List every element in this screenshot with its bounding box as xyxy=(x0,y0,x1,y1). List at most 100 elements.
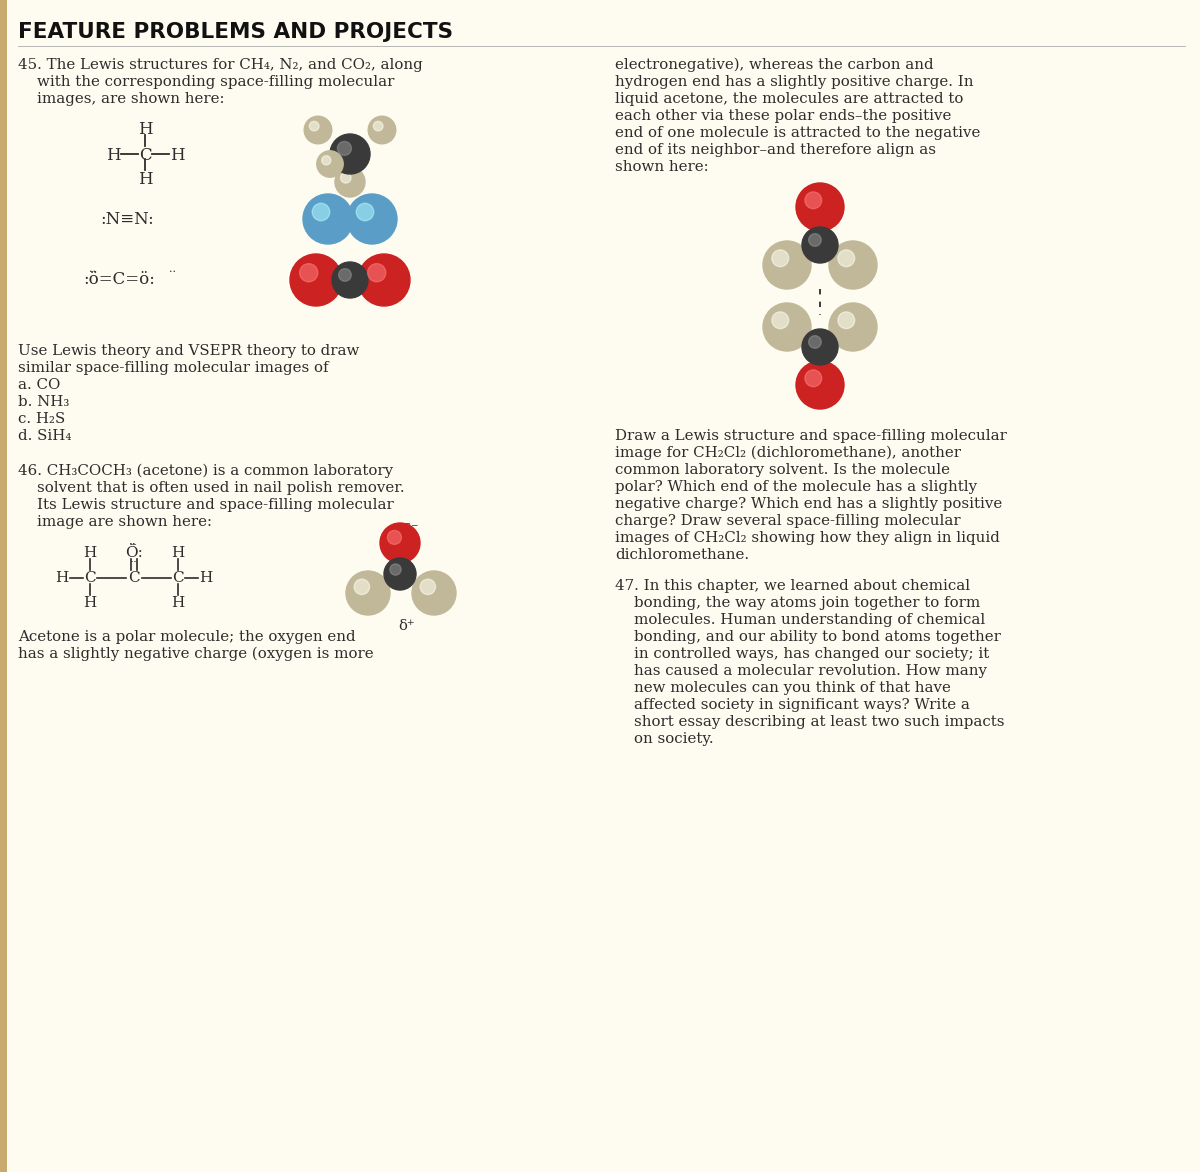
Circle shape xyxy=(838,250,854,267)
Circle shape xyxy=(772,250,788,267)
Text: hydrogen end has a slightly positive charge. In: hydrogen end has a slightly positive cha… xyxy=(616,75,973,89)
Text: charge? Draw several space-filling molecular: charge? Draw several space-filling molec… xyxy=(616,515,961,529)
Text: H: H xyxy=(83,546,97,560)
Circle shape xyxy=(380,523,420,563)
Text: 46. CH₃COCH₃ (acetone) is a common laboratory: 46. CH₃COCH₃ (acetone) is a common labor… xyxy=(18,464,394,478)
Circle shape xyxy=(310,122,319,131)
Circle shape xyxy=(330,134,370,173)
Text: new molecules can you think of that have: new molecules can you think of that have xyxy=(616,681,950,695)
Text: Draw a Lewis structure and space-filling molecular: Draw a Lewis structure and space-filling… xyxy=(616,429,1007,443)
Text: Use Lewis theory and VSEPR theory to draw: Use Lewis theory and VSEPR theory to dra… xyxy=(18,345,359,357)
Text: affected society in significant ways? Write a: affected society in significant ways? Wr… xyxy=(616,699,970,713)
Text: liquid acetone, the molecules are attracted to: liquid acetone, the molecules are attrac… xyxy=(616,91,964,105)
Text: electronegative), whereas the carbon and: electronegative), whereas the carbon and xyxy=(616,57,934,73)
Text: common laboratory solvent. Is the molecule: common laboratory solvent. Is the molecu… xyxy=(616,463,950,477)
Text: H: H xyxy=(83,597,97,609)
Text: solvent that is often used in nail polish remover.: solvent that is often used in nail polis… xyxy=(18,481,404,495)
Text: each other via these polar ends–the positive: each other via these polar ends–the posi… xyxy=(616,109,952,123)
Text: C: C xyxy=(172,571,184,585)
Text: has a slightly negative charge (oxygen is more: has a slightly negative charge (oxygen i… xyxy=(18,647,373,661)
Text: b. NH₃: b. NH₃ xyxy=(18,395,70,409)
Text: Acetone is a polar molecule; the oxygen end: Acetone is a polar molecule; the oxygen … xyxy=(18,631,355,643)
Text: H: H xyxy=(55,571,68,585)
Bar xyxy=(0,0,7,1172)
Circle shape xyxy=(829,304,877,350)
Text: bonding, and our ability to bond atoms together: bonding, and our ability to bond atoms t… xyxy=(616,631,1001,643)
Circle shape xyxy=(356,203,373,220)
Text: δ⁻: δ⁻ xyxy=(402,523,419,537)
Text: ··: ·· xyxy=(130,539,138,552)
Circle shape xyxy=(337,142,352,156)
Text: end of one molecule is attracted to the negative: end of one molecule is attracted to the … xyxy=(616,127,980,139)
Text: H: H xyxy=(138,171,152,188)
Text: H: H xyxy=(172,597,185,609)
Text: negative charge? Which end has a slightly positive: negative charge? Which end has a slightl… xyxy=(616,497,1002,511)
Circle shape xyxy=(796,361,844,409)
Text: image for CH₂Cl₂ (dichloromethane), another: image for CH₂Cl₂ (dichloromethane), anot… xyxy=(616,447,961,461)
Circle shape xyxy=(347,195,397,244)
Circle shape xyxy=(358,254,410,306)
Text: H: H xyxy=(199,571,212,585)
Circle shape xyxy=(317,151,343,177)
Text: C: C xyxy=(128,571,140,585)
Circle shape xyxy=(341,172,352,183)
Text: Its Lewis structure and space-filling molecular: Its Lewis structure and space-filling mo… xyxy=(18,498,394,512)
Text: molecules. Human understanding of chemical: molecules. Human understanding of chemic… xyxy=(616,613,985,627)
Circle shape xyxy=(322,156,331,165)
Text: Ö:: Ö: xyxy=(125,546,143,560)
Text: H: H xyxy=(138,121,152,138)
Circle shape xyxy=(805,192,822,209)
Text: H: H xyxy=(106,146,120,164)
Text: bonding, the way atoms join together to form: bonding, the way atoms join together to … xyxy=(616,597,980,609)
Circle shape xyxy=(802,227,838,263)
Circle shape xyxy=(384,558,416,590)
Circle shape xyxy=(809,233,821,246)
Circle shape xyxy=(312,203,330,220)
Circle shape xyxy=(354,579,370,594)
Text: a. CO: a. CO xyxy=(18,379,60,391)
Circle shape xyxy=(796,183,844,231)
Text: end of its neighbor–and therefore align as: end of its neighbor–and therefore align … xyxy=(616,143,936,157)
Text: H: H xyxy=(172,546,185,560)
Circle shape xyxy=(373,122,383,131)
Circle shape xyxy=(802,329,838,364)
Circle shape xyxy=(302,195,353,244)
Circle shape xyxy=(305,116,331,144)
Circle shape xyxy=(338,268,352,281)
Text: 47. In this chapter, we learned about chemical: 47. In this chapter, we learned about ch… xyxy=(616,579,970,593)
Circle shape xyxy=(805,370,822,387)
Circle shape xyxy=(300,264,318,281)
Circle shape xyxy=(388,531,402,545)
Text: δ⁺: δ⁺ xyxy=(398,619,415,633)
Text: polar? Which end of the molecule has a slightly: polar? Which end of the molecule has a s… xyxy=(616,481,977,495)
Text: with the corresponding space-filling molecular: with the corresponding space-filling mol… xyxy=(18,75,395,89)
Circle shape xyxy=(335,166,365,197)
Text: images, are shown here:: images, are shown here: xyxy=(18,91,224,105)
Circle shape xyxy=(332,263,368,298)
Circle shape xyxy=(367,264,386,281)
Circle shape xyxy=(763,241,811,289)
Text: :N≡N:: :N≡N: xyxy=(100,211,154,229)
Text: FEATURE PROBLEMS AND PROJECTS: FEATURE PROBLEMS AND PROJECTS xyxy=(18,22,454,42)
Text: 45. The Lewis structures for CH₄, N₂, and CO₂, along: 45. The Lewis structures for CH₄, N₂, an… xyxy=(18,57,422,71)
Circle shape xyxy=(838,312,854,328)
Text: similar space-filling molecular images of: similar space-filling molecular images o… xyxy=(18,361,329,375)
Circle shape xyxy=(290,254,342,306)
Text: H: H xyxy=(169,146,185,164)
Circle shape xyxy=(763,304,811,350)
Text: ..: .. xyxy=(169,264,176,274)
Text: ..: .. xyxy=(90,264,96,274)
Circle shape xyxy=(420,579,436,594)
Text: shown here:: shown here: xyxy=(616,161,709,173)
Circle shape xyxy=(390,564,401,575)
Text: images of CH₂Cl₂ showing how they align in liquid: images of CH₂Cl₂ showing how they align … xyxy=(616,531,1000,545)
Text: C: C xyxy=(84,571,96,585)
Circle shape xyxy=(829,241,877,289)
Circle shape xyxy=(346,571,390,615)
Text: on society.: on society. xyxy=(616,732,714,747)
Text: in controlled ways, has changed our society; it: in controlled ways, has changed our soci… xyxy=(616,647,989,661)
Circle shape xyxy=(809,335,821,348)
Text: image are shown here:: image are shown here: xyxy=(18,515,212,529)
Circle shape xyxy=(772,312,788,328)
Text: has caused a molecular revolution. How many: has caused a molecular revolution. How m… xyxy=(616,665,986,677)
